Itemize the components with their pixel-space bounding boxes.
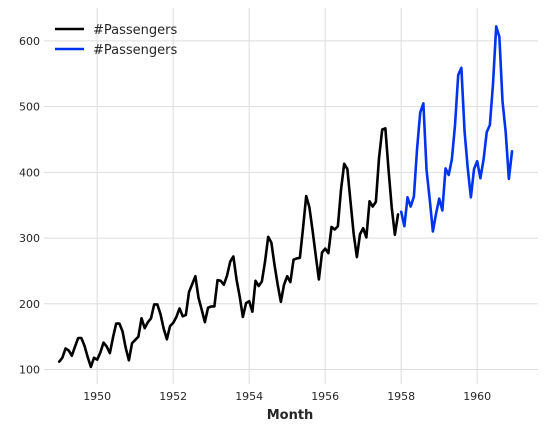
x-axis-ticks: 1950 1952 1954 1956 1958 1960 [83, 390, 491, 403]
y-tick-label: 600 [19, 35, 40, 48]
x-tick-label: 1950 [83, 390, 111, 403]
y-tick-label: 300 [19, 232, 40, 245]
series-line-0 [57, 126, 400, 369]
y-axis-ticks: 100 200 300 400 500 600 [19, 35, 40, 377]
series-lines [57, 25, 514, 369]
x-tick-label: 1952 [159, 390, 187, 403]
x-tick-label: 1956 [311, 390, 339, 403]
series-line-1 [399, 25, 514, 233]
x-tick-label: 1958 [387, 390, 415, 403]
legend-label-1: #Passengers [93, 43, 177, 58]
y-tick-label: 100 [19, 364, 40, 377]
y-tick-label: 200 [19, 298, 40, 311]
y-tick-label: 500 [19, 101, 40, 114]
x-tick-label: 1960 [463, 390, 491, 403]
grid-lines [44, 8, 538, 384]
y-tick-label: 400 [19, 166, 40, 179]
x-tick-label: 1954 [235, 390, 263, 403]
x-axis-title: Month [267, 408, 314, 423]
legend: #Passengers #Passengers [55, 23, 177, 58]
legend-label-0: #Passengers [93, 23, 177, 38]
